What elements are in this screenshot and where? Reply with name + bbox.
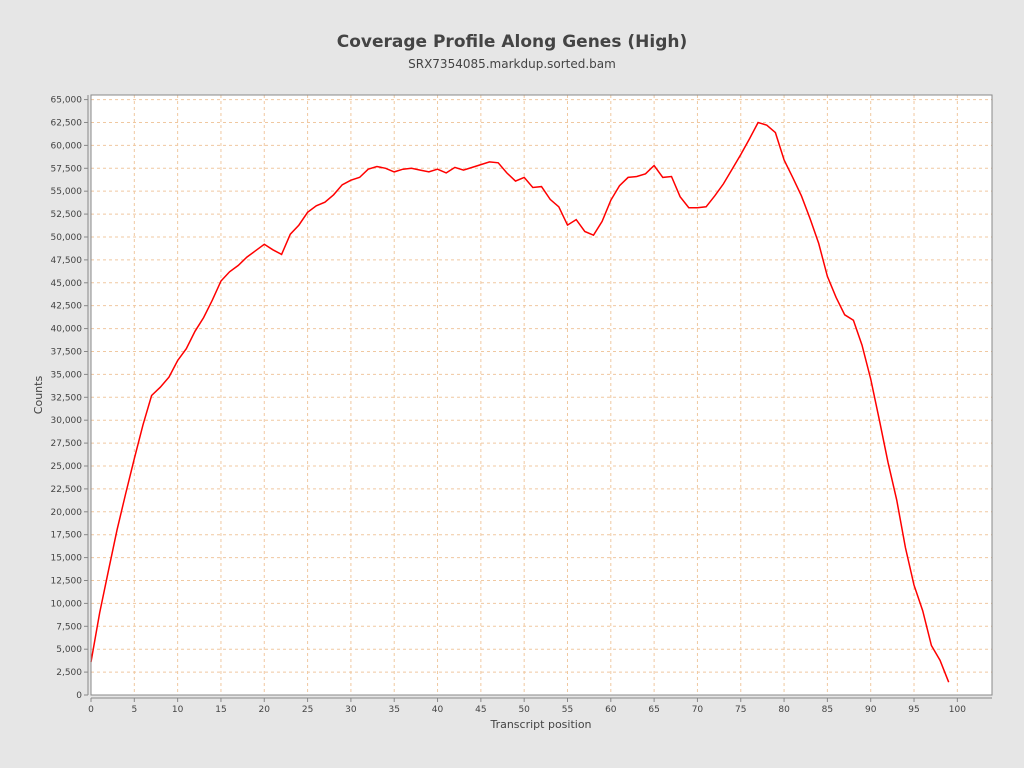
y-tick-label: 35,000 [51, 370, 83, 380]
x-axis-label: Transcript position [489, 718, 591, 731]
x-tick-label: 40 [432, 705, 444, 715]
y-tick-label: 37,500 [51, 347, 83, 357]
chart-subtitle: SRX7354085.markdup.sorted.bam [408, 57, 616, 71]
y-tick-label: 57,500 [51, 164, 83, 174]
plot-area [91, 95, 992, 695]
y-tick-label: 65,000 [51, 96, 83, 106]
x-tick-label: 25 [302, 705, 313, 715]
y-axis-label: Counts [32, 376, 45, 415]
y-tick-label: 52,500 [51, 210, 83, 220]
x-tick-label: 15 [215, 705, 226, 715]
y-tick-label: 42,500 [51, 302, 83, 312]
x-tick-label: 95 [908, 705, 919, 715]
y-tick-label: 12,500 [51, 576, 83, 586]
y-tick-label: 40,000 [51, 325, 83, 335]
x-tick-label: 100 [949, 705, 966, 715]
y-tick-label: 55,000 [51, 187, 83, 197]
y-tick-label: 25,000 [51, 462, 83, 472]
chart-title: Coverage Profile Along Genes (High) [336, 32, 688, 52]
x-tick-label: 90 [865, 705, 877, 715]
series-line [90, 121, 950, 683]
y-tick-label: 17,500 [51, 531, 83, 541]
x-tick-label: 0 [88, 705, 94, 715]
y-tick-label: 30,000 [51, 416, 83, 426]
y-tick-label: 50,000 [51, 233, 83, 243]
x-tick-label: 45 [475, 705, 486, 715]
x-tick-label: 30 [345, 705, 357, 715]
x-tick-label: 85 [822, 705, 833, 715]
y-tick-label: 5,000 [56, 645, 82, 655]
x-tick-label: 35 [388, 705, 399, 715]
x-tick-label: 50 [518, 705, 530, 715]
y-tick-label: 47,500 [51, 256, 83, 266]
y-tick-label: 0 [76, 691, 82, 701]
x-tick-label: 20 [259, 705, 271, 715]
x-tick-label: 60 [605, 705, 617, 715]
plot-border [90, 94, 993, 696]
x-tick-label: 10 [172, 705, 184, 715]
y-tick-label: 20,000 [51, 508, 83, 518]
y-tick-label: 32,500 [51, 393, 83, 403]
y-tick-label: 10,000 [51, 599, 83, 609]
y-tick-label: 45,000 [51, 279, 83, 289]
ticks: 0 5 10 15 20 25 30 35 40 45 50 55 60 65 70 75 80 85 90 95 10… [51, 96, 967, 715]
y-tick-label: 22,500 [51, 485, 83, 495]
x-tick-label: 70 [692, 705, 704, 715]
x-tick-label: 65 [648, 705, 659, 715]
y-tick-label: 15,000 [51, 554, 83, 564]
x-tick-label: 80 [778, 705, 790, 715]
y-tick-label: 7,500 [56, 622, 82, 632]
x-tick-label: 75 [735, 705, 746, 715]
y-tick-label: 60,000 [51, 141, 83, 151]
grid [90, 95, 992, 696]
x-tick-label: 55 [562, 705, 573, 715]
x-tick-label: 5 [131, 705, 137, 715]
y-tick-label: 2,500 [56, 668, 82, 678]
y-tick-label: 62,500 [51, 118, 83, 128]
y-tick-label: 27,500 [51, 439, 83, 449]
